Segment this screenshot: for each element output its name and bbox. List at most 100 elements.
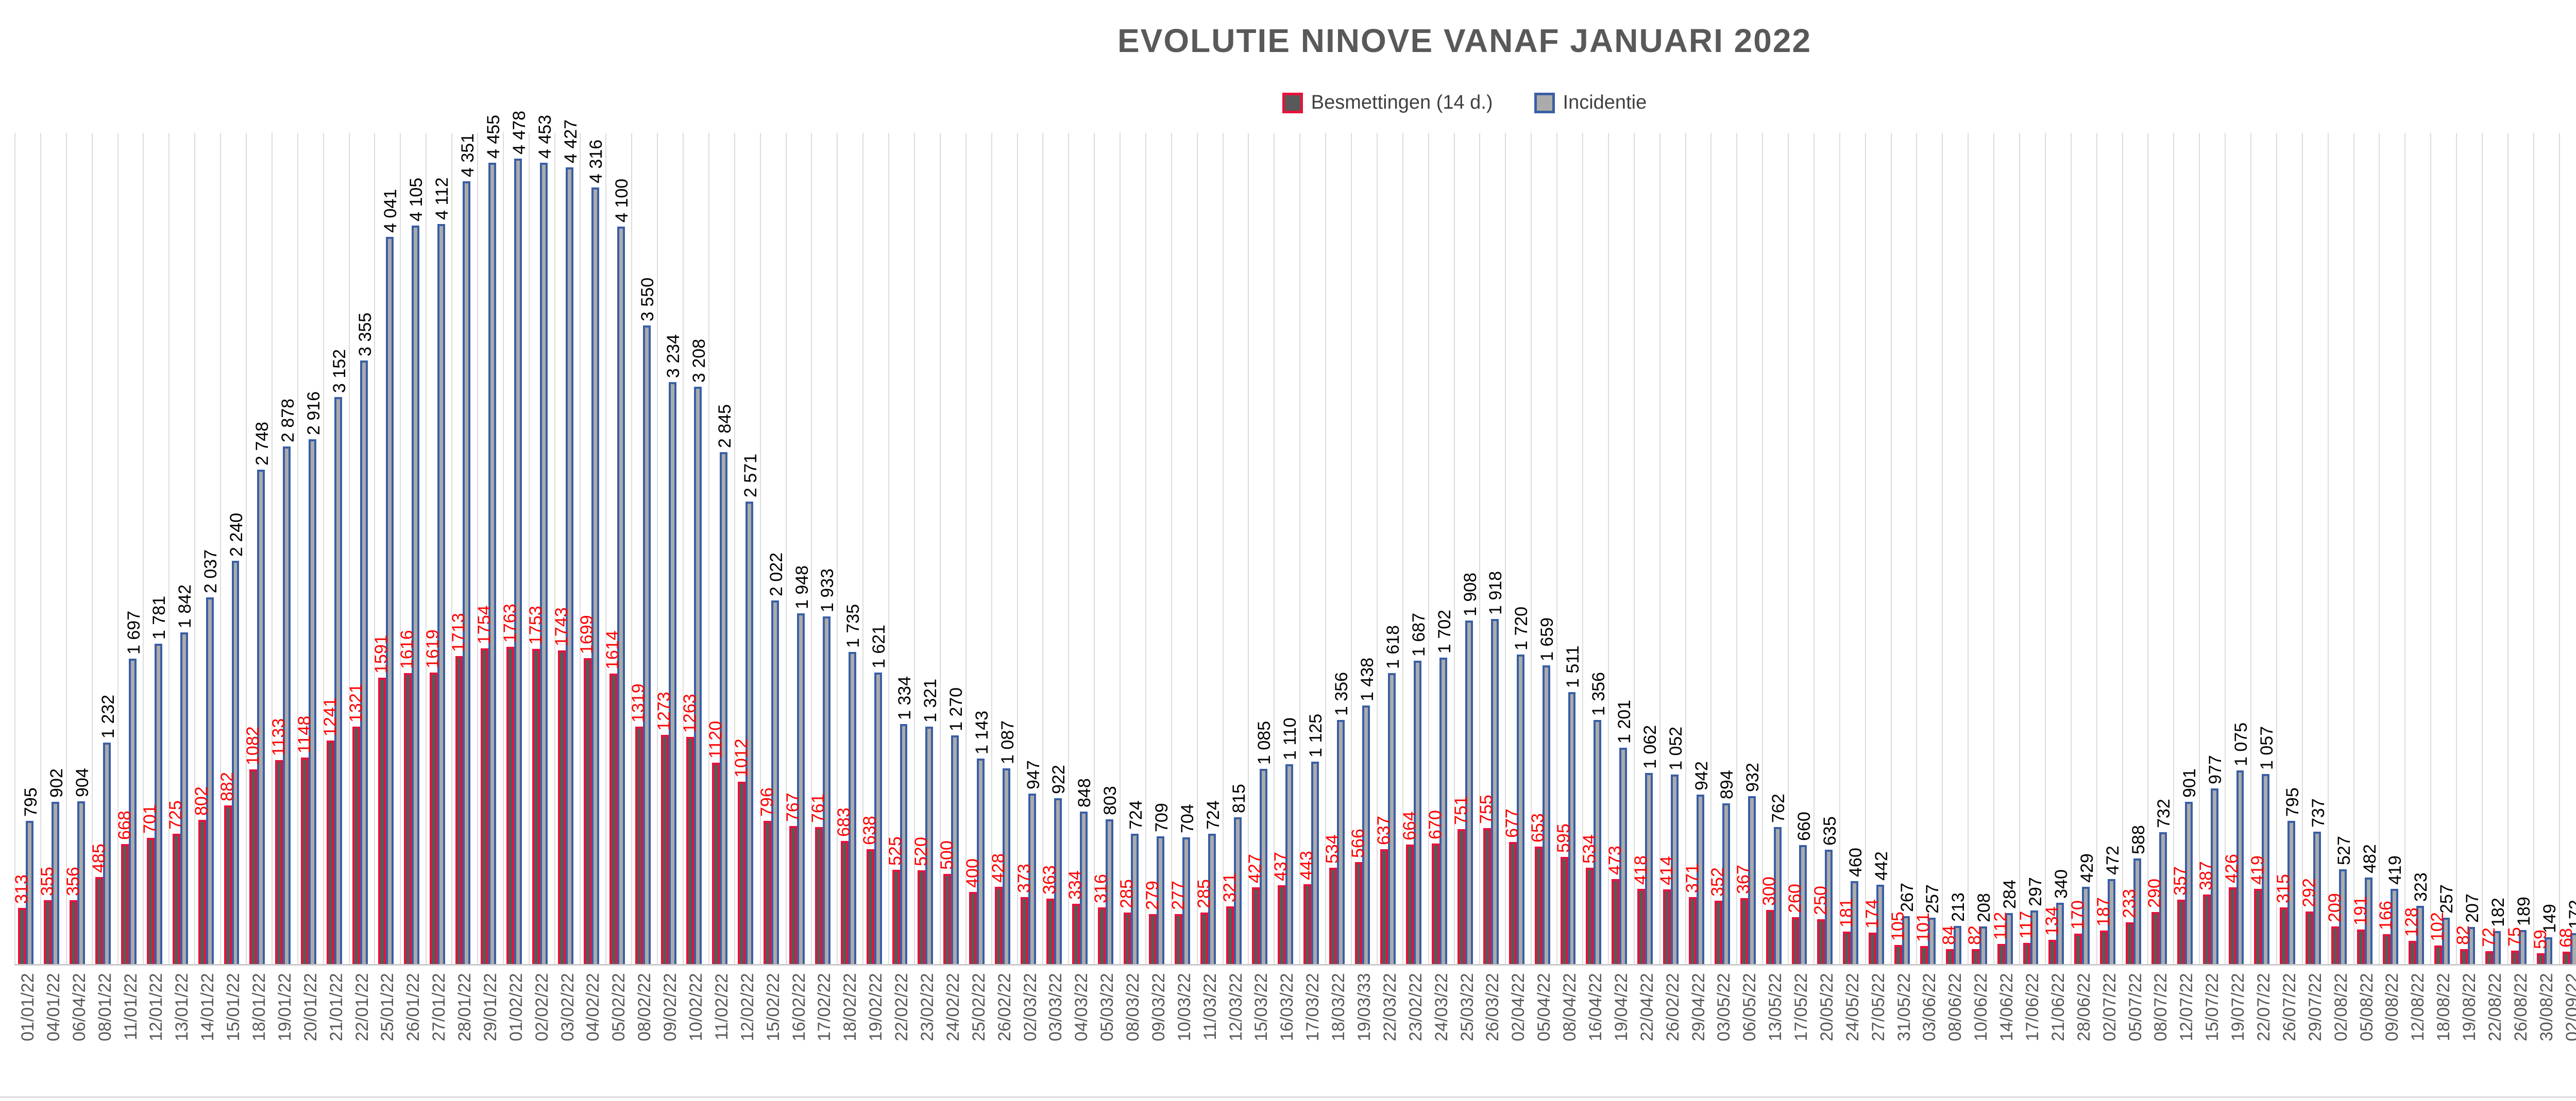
bar-group: 1133 2 878 19/01/22 bbox=[269, 133, 298, 1041]
incidentie-value-label: 207 bbox=[2463, 893, 2483, 923]
incidentie-value-label: 1 438 bbox=[1358, 657, 1378, 701]
incidentie-value-label: 1 057 bbox=[2257, 726, 2277, 770]
date-label: 03/02/22 bbox=[557, 973, 578, 1042]
date-label: 26/08/22 bbox=[2511, 973, 2531, 1042]
date-label: 26/03/22 bbox=[1483, 973, 1503, 1042]
chart-bottom-border bbox=[0, 1096, 2576, 1098]
bar-group: 419 1 057 22/07/22 bbox=[2248, 133, 2277, 1041]
date-label: 02/04/22 bbox=[1509, 973, 1529, 1042]
date-label: 01/02/22 bbox=[506, 973, 526, 1042]
incidentie-value-label: 297 bbox=[2026, 877, 2046, 906]
date-label: 16/04/22 bbox=[1585, 973, 1605, 1042]
incidentie-value-label: 795 bbox=[2282, 787, 2302, 817]
bar-group: 1148 2 916 20/01/22 bbox=[295, 133, 324, 1041]
besmettingen-bar bbox=[1714, 901, 1722, 964]
incidentie-value-label: 1 659 bbox=[1537, 617, 1557, 661]
incidentie-value-label: 1 270 bbox=[946, 687, 966, 731]
besmettingen-bar bbox=[712, 763, 720, 964]
bar-group: 75 189 26/08/22 bbox=[2505, 133, 2534, 1041]
besmettingen-bar bbox=[378, 678, 386, 964]
date-label: 08/03/22 bbox=[1123, 973, 1143, 1042]
besmettingen-bar bbox=[352, 727, 360, 964]
date-label: 25/02/22 bbox=[969, 973, 989, 1042]
date-label: 25/03/22 bbox=[1457, 973, 1477, 1042]
date-label: 29/04/22 bbox=[1688, 973, 1708, 1042]
besmettingen-bar bbox=[1149, 914, 1157, 964]
incidentie-bar bbox=[2442, 918, 2450, 964]
incidentie-value-label: 1 143 bbox=[972, 710, 992, 754]
besmettingen-bar bbox=[2306, 911, 2314, 964]
incidentie-bar bbox=[1157, 836, 1165, 964]
date-label: 19/04/22 bbox=[1611, 973, 1631, 1042]
bar-group: 802 2 037 14/01/22 bbox=[192, 133, 221, 1041]
incidentie-value-label: 1 842 bbox=[175, 584, 195, 628]
bar-group: 1743 4 427 03/02/22 bbox=[552, 119, 581, 1041]
besmettingen-bar bbox=[1766, 910, 1774, 964]
incidentie-bar bbox=[1799, 845, 1807, 964]
incidentie-bar bbox=[694, 387, 702, 964]
date-label: 14/06/22 bbox=[1997, 973, 2017, 1042]
incidentie-value-label: 482 bbox=[2360, 844, 2380, 873]
incidentie-bar bbox=[1028, 794, 1036, 964]
date-label: 11/01/22 bbox=[121, 973, 141, 1040]
date-label: 15/07/22 bbox=[2202, 973, 2223, 1042]
date-label: 10/02/22 bbox=[686, 973, 706, 1042]
incidentie-bar bbox=[154, 644, 162, 964]
bar-group: 101 257 03/06/22 bbox=[1913, 133, 1943, 1041]
incidentie-bar bbox=[1336, 720, 1345, 964]
incidentie-bar bbox=[2210, 788, 2218, 964]
incidentie-value-label: 1 087 bbox=[997, 720, 1018, 764]
bar-group: 566 1 438 19/03/33 bbox=[1348, 133, 1378, 1041]
bar-group: 426 1 075 19/07/22 bbox=[2222, 133, 2251, 1041]
date-label: 22/02/22 bbox=[892, 973, 912, 1042]
besmettingen-bar bbox=[249, 769, 258, 964]
date-label: 15/02/22 bbox=[763, 973, 783, 1042]
besmettingen-bar bbox=[2074, 934, 2082, 964]
incidentie-bar bbox=[488, 163, 497, 964]
date-label: 19/02/22 bbox=[866, 973, 886, 1042]
bar-group: 683 1 735 18/02/22 bbox=[834, 133, 863, 1041]
legend: Besmettingen (14 d.) Incidentie bbox=[0, 92, 2576, 114]
besmettingen-bar bbox=[2485, 951, 2494, 964]
besmettingen-bar bbox=[44, 900, 52, 964]
besmettingen-bar bbox=[18, 908, 26, 964]
bar-group: 1120 2 845 11/02/22 bbox=[706, 133, 735, 1040]
incidentie-bar bbox=[566, 167, 573, 964]
besmettingen-bar bbox=[70, 900, 78, 964]
date-label: 12/03/22 bbox=[1226, 973, 1246, 1042]
besmettingen-bar bbox=[1175, 914, 1183, 964]
besmettingen-bar bbox=[943, 874, 952, 964]
besmettingen-bar bbox=[2151, 912, 2159, 964]
incidentie-bar bbox=[128, 659, 137, 964]
besmettingen-bar bbox=[1740, 898, 1748, 964]
bar-group: 250 635 20/05/22 bbox=[1811, 133, 1840, 1041]
incidentie-bar bbox=[771, 600, 779, 964]
besmettingen-bar bbox=[660, 735, 669, 964]
bar-group: 1082 2 748 18/01/22 bbox=[243, 133, 273, 1041]
bar-group: 428 1 087 26/02/22 bbox=[989, 133, 1018, 1041]
date-label: 16/03/22 bbox=[1277, 973, 1297, 1042]
date-label: 26/07/22 bbox=[2279, 973, 2299, 1042]
bar-group: 102 257 18/08/22 bbox=[2428, 133, 2457, 1041]
date-label: 08/04/22 bbox=[1560, 973, 1580, 1042]
incidentie-bar bbox=[1490, 619, 1499, 964]
incidentie-bar bbox=[2545, 937, 2553, 964]
besmettingen-legend-swatch bbox=[1282, 92, 1303, 113]
besmettingen-bar bbox=[2228, 887, 2236, 964]
besmettingen-bar bbox=[1586, 868, 1594, 964]
bar-group: 1619 4 112 27/01/22 bbox=[423, 133, 452, 1041]
besmettingen-bar bbox=[1277, 885, 1285, 964]
date-label: 18/02/22 bbox=[840, 973, 860, 1042]
besmettingen-bar bbox=[1791, 917, 1800, 964]
besmettingen-bar bbox=[1843, 932, 1851, 964]
bar-group: 285 724 11/03/22 bbox=[1194, 133, 1224, 1040]
besmettingen-bar bbox=[301, 758, 309, 964]
besmettingen-bar bbox=[1869, 933, 1877, 964]
bar-group: 59 149 30/08/22 bbox=[2531, 133, 2560, 1041]
bar-group: 534 1 356 18/03/22 bbox=[1323, 133, 1352, 1041]
besmettingen-bar bbox=[2460, 949, 2468, 964]
date-label: 21/01/22 bbox=[326, 973, 346, 1042]
incidentie-value-label: 1 356 bbox=[1332, 672, 1352, 716]
date-label: 08/06/22 bbox=[1945, 973, 1965, 1042]
besmettingen-bar bbox=[1406, 845, 1414, 964]
